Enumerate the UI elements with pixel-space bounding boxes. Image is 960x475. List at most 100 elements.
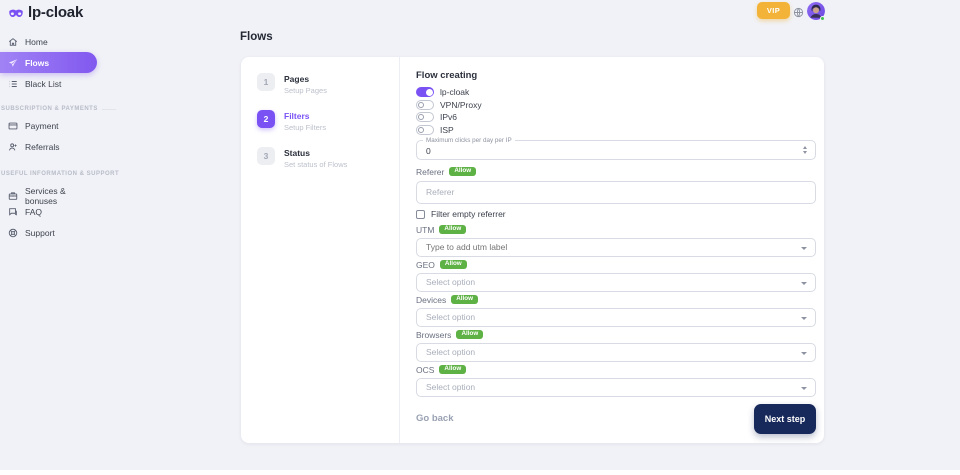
filter-empty-referrer-checkbox[interactable] [416, 209, 425, 219]
ocs-label-row: OCS Allow [416, 365, 816, 375]
vip-button[interactable]: VIP [757, 2, 790, 19]
chevron-down-icon [801, 316, 807, 320]
sidebar-item-label: Referrals [25, 142, 60, 152]
select-placeholder: Select option [426, 312, 476, 322]
form-footer: Go back Next step [416, 403, 816, 434]
user-avatar[interactable] [807, 2, 825, 21]
mask-icon [9, 9, 23, 17]
brand-logo: lp-cloak [8, 4, 83, 21]
stepper-down-icon[interactable] [803, 150, 807, 154]
toggle-row-vpn-proxy: VPN/Proxy [416, 99, 816, 110]
browsers-label-row: Browsers Allow [416, 330, 816, 340]
flow-card: 1 Pages Setup Pages 2 Filters Setup Filt… [241, 57, 824, 443]
stepper: 1 Pages Setup Pages 2 Filters Setup Filt… [257, 73, 347, 184]
max-clicks-input[interactable] [417, 140, 815, 159]
toggle-knob [418, 126, 424, 133]
devices-allow-badge[interactable]: Allow [451, 294, 479, 305]
sidebar-item-label: Payment [25, 121, 59, 131]
toggle-label: lp-cloak [440, 87, 470, 97]
step-number: 3 [257, 147, 275, 165]
sidebar-item-flows[interactable]: Flows [0, 52, 97, 73]
toggle-row-isp: ISP [416, 124, 816, 135]
person-add-icon [9, 143, 17, 151]
utm-field[interactable] [416, 237, 816, 257]
checkbox-label: Filter empty referrer [431, 209, 506, 219]
max-clicks-field: Maximum clicks per day per IP [416, 136, 816, 160]
geo-allow-badge[interactable]: Allow [439, 259, 467, 270]
sidebar-item-label: Black List [25, 79, 62, 89]
browsers-select[interactable]: Select option [416, 342, 816, 362]
list-icon [9, 80, 17, 88]
sidebar-item-label: FAQ [25, 207, 43, 217]
select-placeholder: Select option [426, 277, 476, 287]
sidebar-item-label: Flows [25, 57, 50, 68]
geo-select[interactable]: Select option [416, 272, 816, 292]
select-placeholder: Select option [426, 347, 476, 357]
sidebar-item-payment[interactable]: Payment [8, 121, 59, 131]
toggle-label: ISP [440, 124, 454, 135]
toggle-knob [425, 88, 433, 96]
ocs-select[interactable]: Select option [416, 377, 816, 397]
ipv6-toggle[interactable] [416, 112, 434, 122]
brand-name: lp-cloak [28, 4, 84, 21]
geo-label: GEO [416, 259, 435, 270]
isp-toggle[interactable] [416, 124, 434, 135]
browsers-allow-badge[interactable]: Allow [456, 329, 484, 340]
lp-cloak-toggle[interactable] [416, 87, 434, 97]
toggle-row-lp-cloak: lp-cloak [416, 87, 816, 97]
utm-allow-badge[interactable]: Allow [439, 224, 467, 235]
devices-select[interactable]: Select option [416, 307, 816, 327]
devices-label: Devices [416, 294, 447, 305]
toggle-knob [418, 101, 424, 108]
filter-empty-referrer-row: Filter empty referrer [416, 209, 816, 219]
browsers-label: Browsers [416, 329, 452, 340]
sidebar-item-support[interactable]: Support [8, 228, 55, 238]
ocs-allow-badge[interactable]: Allow [439, 364, 467, 375]
max-clicks-label: Maximum clicks per day per IP [423, 136, 515, 144]
chevron-down-icon [801, 386, 807, 390]
globe-icon[interactable] [793, 5, 804, 18]
next-step-button[interactable]: Next step [754, 403, 816, 434]
devices-label-row: Devices Allow [416, 295, 816, 305]
stepper-up-icon[interactable] [803, 145, 807, 149]
ocs-label: OCS [416, 364, 435, 375]
referer-input[interactable] [417, 181, 815, 203]
online-status-dot [820, 16, 825, 21]
toggle-knob [418, 114, 424, 120]
sidebar-item-home[interactable]: Home [8, 37, 48, 47]
step-subtitle: Set status of Flows [284, 160, 348, 169]
step-subtitle: Setup Filters [284, 123, 327, 132]
sidebar-section-subscription: SUBSCRIPTION & PAYMENTS [1, 106, 116, 112]
toggle-row-ipv6: IPv6 [416, 112, 816, 122]
toggle-label: VPN/Proxy [440, 99, 482, 110]
step-filters[interactable]: 2 Filters Setup Filters [257, 110, 347, 132]
referer-allow-badge[interactable]: Allow [449, 166, 477, 177]
step-status[interactable]: 3 Status Set status of Flows [257, 147, 347, 169]
referer-label: Referer [416, 166, 445, 177]
sidebar-item-label: Services & bonuses [25, 186, 66, 206]
home-icon [8, 38, 18, 46]
chat-icon [9, 208, 17, 216]
credit-card-icon [8, 122, 18, 130]
step-subtitle: Setup Pages [284, 86, 327, 95]
step-number: 1 [257, 73, 275, 91]
sidebar-item-black-list[interactable]: Black List [8, 79, 61, 89]
sidebar-item-referrals[interactable]: Referrals [8, 142, 59, 152]
sidebar-item-label: Home [25, 37, 48, 47]
chevron-down-icon [801, 246, 807, 250]
chevron-down-icon [801, 351, 807, 355]
sidebar-item-faq[interactable]: FAQ [8, 207, 42, 217]
lifebuoy-icon [8, 228, 18, 238]
avatar-image [807, 2, 825, 20]
utm-input[interactable] [426, 242, 797, 252]
sidebar-item-services[interactable]: Services & bonuses [8, 186, 98, 206]
go-back-link[interactable]: Go back [416, 413, 454, 424]
utm-label-row: UTM Allow [416, 225, 816, 235]
vpn-proxy-toggle[interactable] [416, 99, 434, 110]
referer-label-row: Referer Allow [416, 167, 816, 177]
geo-label-row: GEO Allow [416, 260, 816, 270]
step-pages[interactable]: 1 Pages Setup Pages [257, 73, 347, 95]
utm-label: UTM [416, 224, 435, 235]
step-number: 2 [257, 110, 275, 128]
number-stepper[interactable] [803, 145, 807, 154]
